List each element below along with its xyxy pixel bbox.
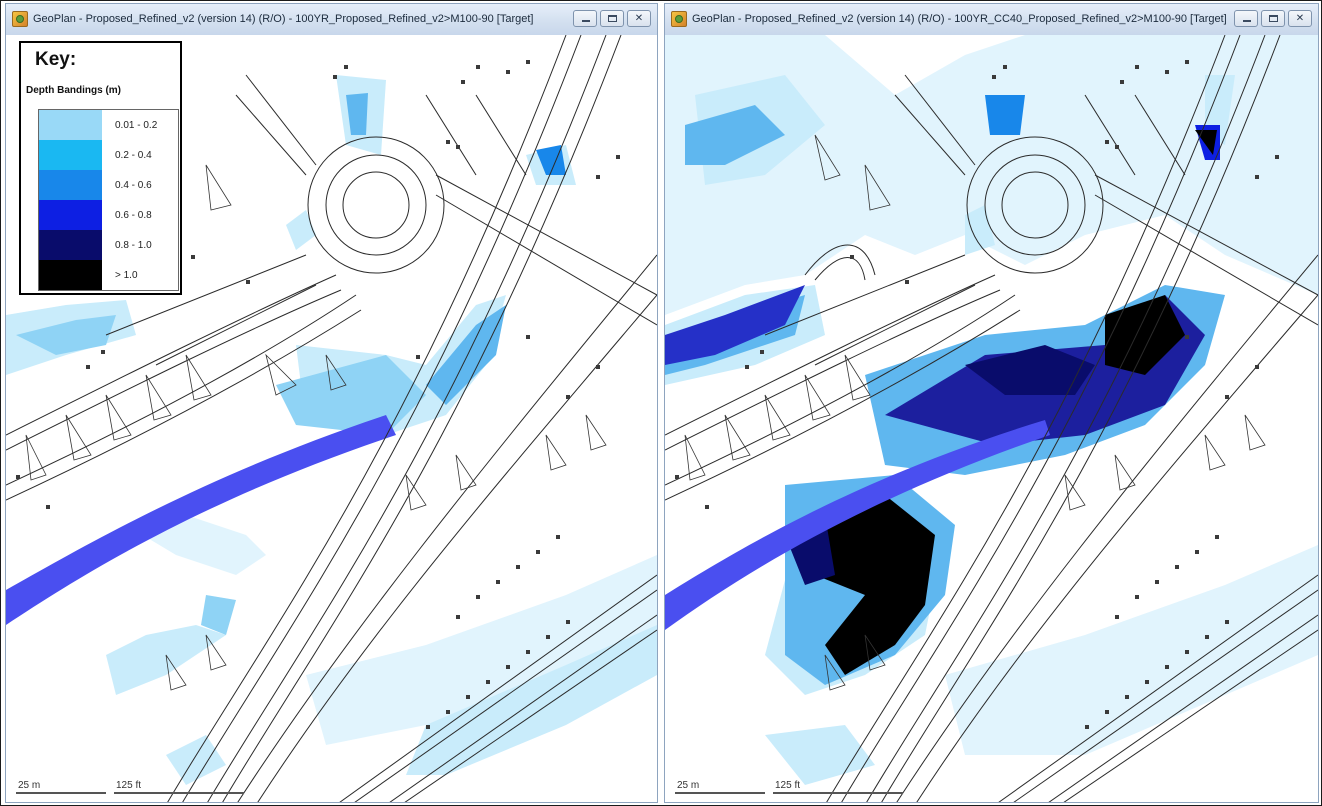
maximize-icon — [1269, 15, 1278, 22]
drainage-channel — [6, 415, 396, 625]
legend-band: > 1.0 — [39, 260, 178, 290]
geoplan-window-left[interactable]: GeoPlan - Proposed_Refined_v2 (version 1… — [5, 3, 658, 803]
scale-bar: 25 m 125 ft — [675, 776, 915, 796]
maximize-button[interactable] — [600, 10, 624, 27]
scale-bar: 25 m 125 ft — [16, 776, 256, 796]
close-icon: ✕ — [634, 13, 644, 24]
legend-band-label: 0.6 - 0.8 — [115, 209, 152, 221]
window-controls: ✕ — [573, 10, 651, 27]
window-controls: ✕ — [1234, 10, 1312, 27]
geoplan-app-icon — [12, 11, 28, 27]
legend-band-label: 0.8 - 1.0 — [115, 239, 152, 251]
title-bar[interactable]: GeoPlan - Proposed_Refined_v2 (version 1… — [6, 4, 657, 36]
legend-band: 0.4 - 0.6 — [39, 170, 178, 200]
legend-swatch — [39, 200, 102, 230]
legend-swatch — [39, 140, 102, 170]
minimize-icon — [1243, 20, 1251, 22]
scale-feet-bar — [114, 792, 244, 794]
legend-subtitle: Depth Bandings (m) — [26, 85, 121, 96]
drainage-channel — [665, 420, 1050, 630]
legend-band: 0.6 - 0.8 — [39, 200, 178, 230]
depth-legend: Key: Depth Bandings (m) 0.01 - 0.2 0.2 -… — [19, 41, 182, 295]
road-network — [6, 35, 657, 802]
legend-band-label: 0.4 - 0.6 — [115, 179, 152, 191]
road-network — [665, 35, 1318, 802]
scale-metres-label: 25 m — [18, 780, 41, 791]
close-button[interactable]: ✕ — [1288, 10, 1312, 27]
legend-swatch — [39, 230, 102, 260]
legend-band-label: > 1.0 — [115, 269, 138, 281]
maximize-button[interactable] — [1261, 10, 1285, 27]
legend-band: 0.2 - 0.4 — [39, 140, 178, 170]
maximize-icon — [608, 15, 617, 22]
minimize-button[interactable] — [573, 10, 597, 27]
minimize-button[interactable] — [1234, 10, 1258, 27]
minimize-icon — [582, 20, 590, 22]
close-icon: ✕ — [1295, 13, 1305, 24]
geoplan-window-right[interactable]: GeoPlan - Proposed_Refined_v2 (version 1… — [664, 3, 1319, 803]
tree-markers — [25, 134, 607, 691]
flood-extent-deep — [665, 130, 1217, 675]
scale-feet-label: 125 ft — [775, 780, 801, 791]
geoplan-app-icon — [671, 11, 687, 27]
legend-swatch — [39, 110, 102, 140]
flood-map — [665, 35, 1318, 802]
legend-swatch — [39, 260, 102, 290]
scale-metres-bar — [675, 792, 765, 794]
scale-feet-bar — [773, 792, 903, 794]
network-nodes — [16, 60, 620, 729]
legend-band-label: 0.01 - 0.2 — [115, 119, 158, 131]
legend-band: 0.01 - 0.2 — [39, 110, 178, 140]
window-title: GeoPlan - Proposed_Refined_v2 (version 1… — [33, 13, 534, 25]
legend-band: 0.8 - 1.0 — [39, 230, 178, 260]
scale-metres-label: 25 m — [677, 780, 700, 791]
network-nodes — [675, 60, 1279, 729]
close-button[interactable]: ✕ — [627, 10, 651, 27]
window-title: GeoPlan - Proposed_Refined_v2 (version 1… — [692, 13, 1227, 25]
legend-title: Key: — [35, 49, 77, 70]
legend-band-list: 0.01 - 0.2 0.2 - 0.4 0.4 - 0.6 0.6 - 0.8… — [38, 109, 179, 291]
flood-map — [6, 35, 657, 802]
legend-swatch — [39, 170, 102, 200]
scale-metres-bar — [16, 792, 106, 794]
title-bar[interactable]: GeoPlan - Proposed_Refined_v2 (version 1… — [665, 4, 1318, 36]
legend-band-label: 0.2 - 0.4 — [115, 149, 152, 161]
map-canvas[interactable]: 25 m 125 ft — [665, 35, 1318, 802]
scale-feet-label: 125 ft — [116, 780, 142, 791]
flood-extent-mid — [16, 93, 566, 435]
tree-markers — [684, 134, 1266, 691]
